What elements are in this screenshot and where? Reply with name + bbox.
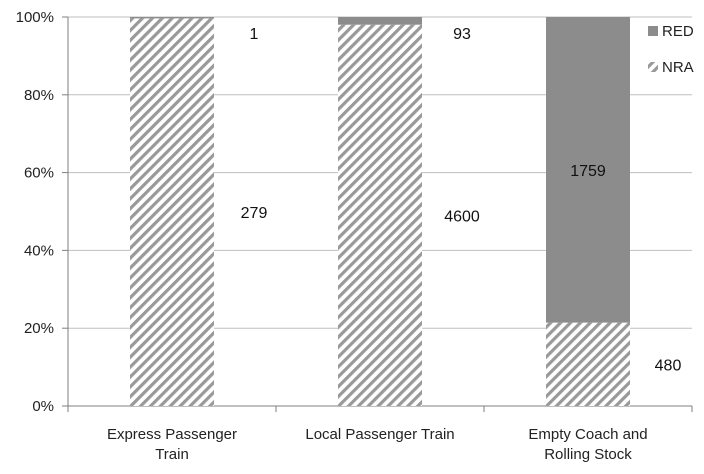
bars xyxy=(130,17,630,407)
bar-segment-nra xyxy=(130,18,214,407)
y-tick-label: 20% xyxy=(24,320,54,337)
legend-swatch-red xyxy=(648,26,658,36)
legend-label-red: RED xyxy=(662,23,694,40)
legend: RED NRA xyxy=(648,23,694,76)
y-tick-label: 60% xyxy=(24,165,54,182)
data-labels: 1 279 93 4600 1759 480 xyxy=(241,26,682,374)
bar-segment-red xyxy=(130,17,214,19)
x-category-label-line: Rolling Stock xyxy=(544,446,632,463)
data-label-red: 93 xyxy=(453,26,471,43)
bar-segment-nra xyxy=(546,322,630,406)
x-category-label: Empty Coach and Rolling Stock xyxy=(528,426,647,463)
x-category-label: Express Passenger Train xyxy=(107,426,237,463)
x-category-label-line: Local Passenger Train xyxy=(305,426,454,443)
bar-segment-red xyxy=(546,17,630,323)
x-category-label: Local Passenger Train xyxy=(305,426,454,443)
x-category-label-line: Express Passenger xyxy=(107,426,237,443)
y-tick-label: 0% xyxy=(32,398,54,415)
y-tick-label: 100% xyxy=(16,9,54,26)
bar-segment-nra xyxy=(338,24,422,407)
data-label-red: 1 xyxy=(250,26,259,43)
legend-swatch-nra xyxy=(648,62,658,72)
data-label-nra: 4600 xyxy=(444,208,480,225)
data-label-nra: 480 xyxy=(655,357,682,374)
x-category-label-line: Empty Coach and xyxy=(528,426,647,443)
x-category-label-line: Train xyxy=(155,446,189,463)
data-label-nra: 279 xyxy=(241,205,268,222)
y-tick-label: 80% xyxy=(24,87,54,104)
legend-label-nra: NRA xyxy=(662,59,694,76)
bar-segment-red xyxy=(338,17,422,25)
data-label-red: 1759 xyxy=(570,163,606,180)
y-tick-label: 40% xyxy=(24,242,54,259)
